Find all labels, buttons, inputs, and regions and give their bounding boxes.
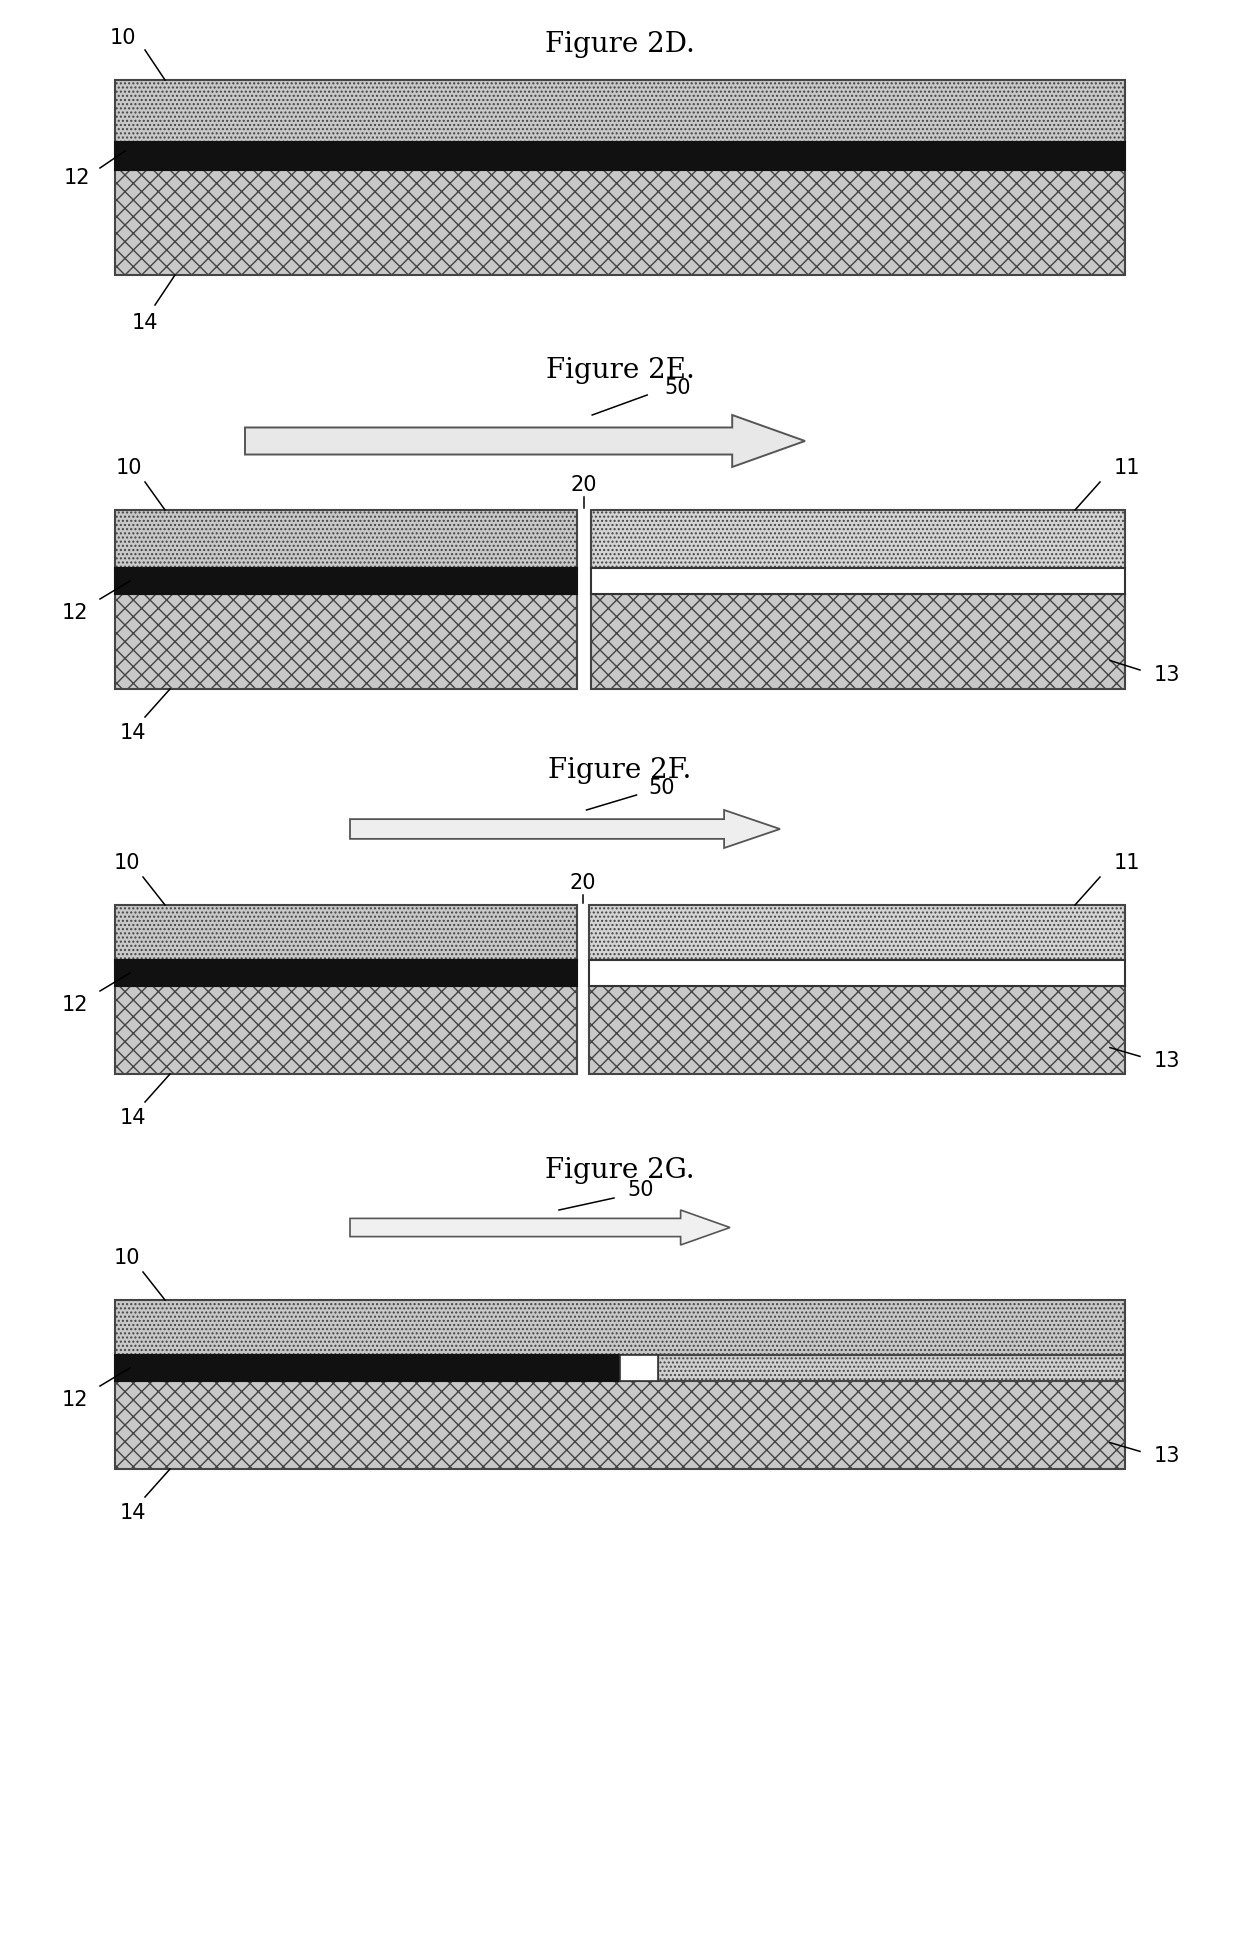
FancyArrow shape — [350, 1211, 730, 1244]
Text: 10: 10 — [110, 27, 136, 49]
Text: Figure 2E.: Figure 2E. — [546, 357, 694, 384]
Bar — [591, 595, 1125, 688]
Text: 14: 14 — [131, 314, 159, 333]
Bar — [591, 511, 1125, 567]
Text: 11: 11 — [1114, 458, 1141, 478]
Text: 10: 10 — [115, 458, 143, 478]
Text: 13: 13 — [1153, 1051, 1180, 1071]
Bar — [658, 1355, 1125, 1381]
Text: 50: 50 — [627, 1180, 655, 1199]
Text: Figure 2F.: Figure 2F. — [548, 757, 692, 784]
Text: 13: 13 — [1153, 665, 1180, 684]
Bar — [589, 905, 1125, 959]
Bar — [589, 959, 1125, 987]
Text: 20: 20 — [570, 476, 598, 495]
Bar — [115, 595, 577, 688]
Text: Figure 2D.: Figure 2D. — [546, 31, 694, 58]
Text: 12: 12 — [62, 603, 88, 622]
Bar — [115, 987, 577, 1074]
Text: 11: 11 — [1114, 852, 1141, 874]
Text: Figure 2G.: Figure 2G. — [546, 1156, 694, 1184]
Text: 12: 12 — [62, 994, 88, 1016]
FancyArrow shape — [350, 809, 780, 848]
Bar — [115, 1381, 1125, 1468]
Text: 50: 50 — [663, 378, 691, 398]
Text: 20: 20 — [569, 874, 596, 893]
FancyArrow shape — [246, 415, 805, 466]
Bar — [115, 511, 577, 567]
Text: 14: 14 — [120, 1503, 146, 1523]
Bar — [115, 1301, 1125, 1355]
Bar — [589, 987, 1125, 1074]
Text: 13: 13 — [1153, 1445, 1180, 1466]
Text: 10: 10 — [114, 852, 140, 874]
Bar — [591, 567, 1125, 595]
Text: 50: 50 — [649, 778, 675, 798]
Bar — [115, 1355, 620, 1381]
Bar — [115, 80, 1125, 142]
Text: 14: 14 — [120, 1108, 146, 1127]
Text: 10: 10 — [114, 1248, 140, 1268]
Bar — [115, 142, 1125, 170]
Text: 14: 14 — [120, 723, 146, 743]
Bar — [115, 170, 1125, 275]
Text: 12: 12 — [62, 1390, 88, 1410]
Bar — [115, 905, 577, 959]
Bar — [115, 959, 577, 987]
Bar — [620, 1355, 658, 1381]
Text: 12: 12 — [63, 168, 91, 187]
Bar — [115, 567, 577, 595]
